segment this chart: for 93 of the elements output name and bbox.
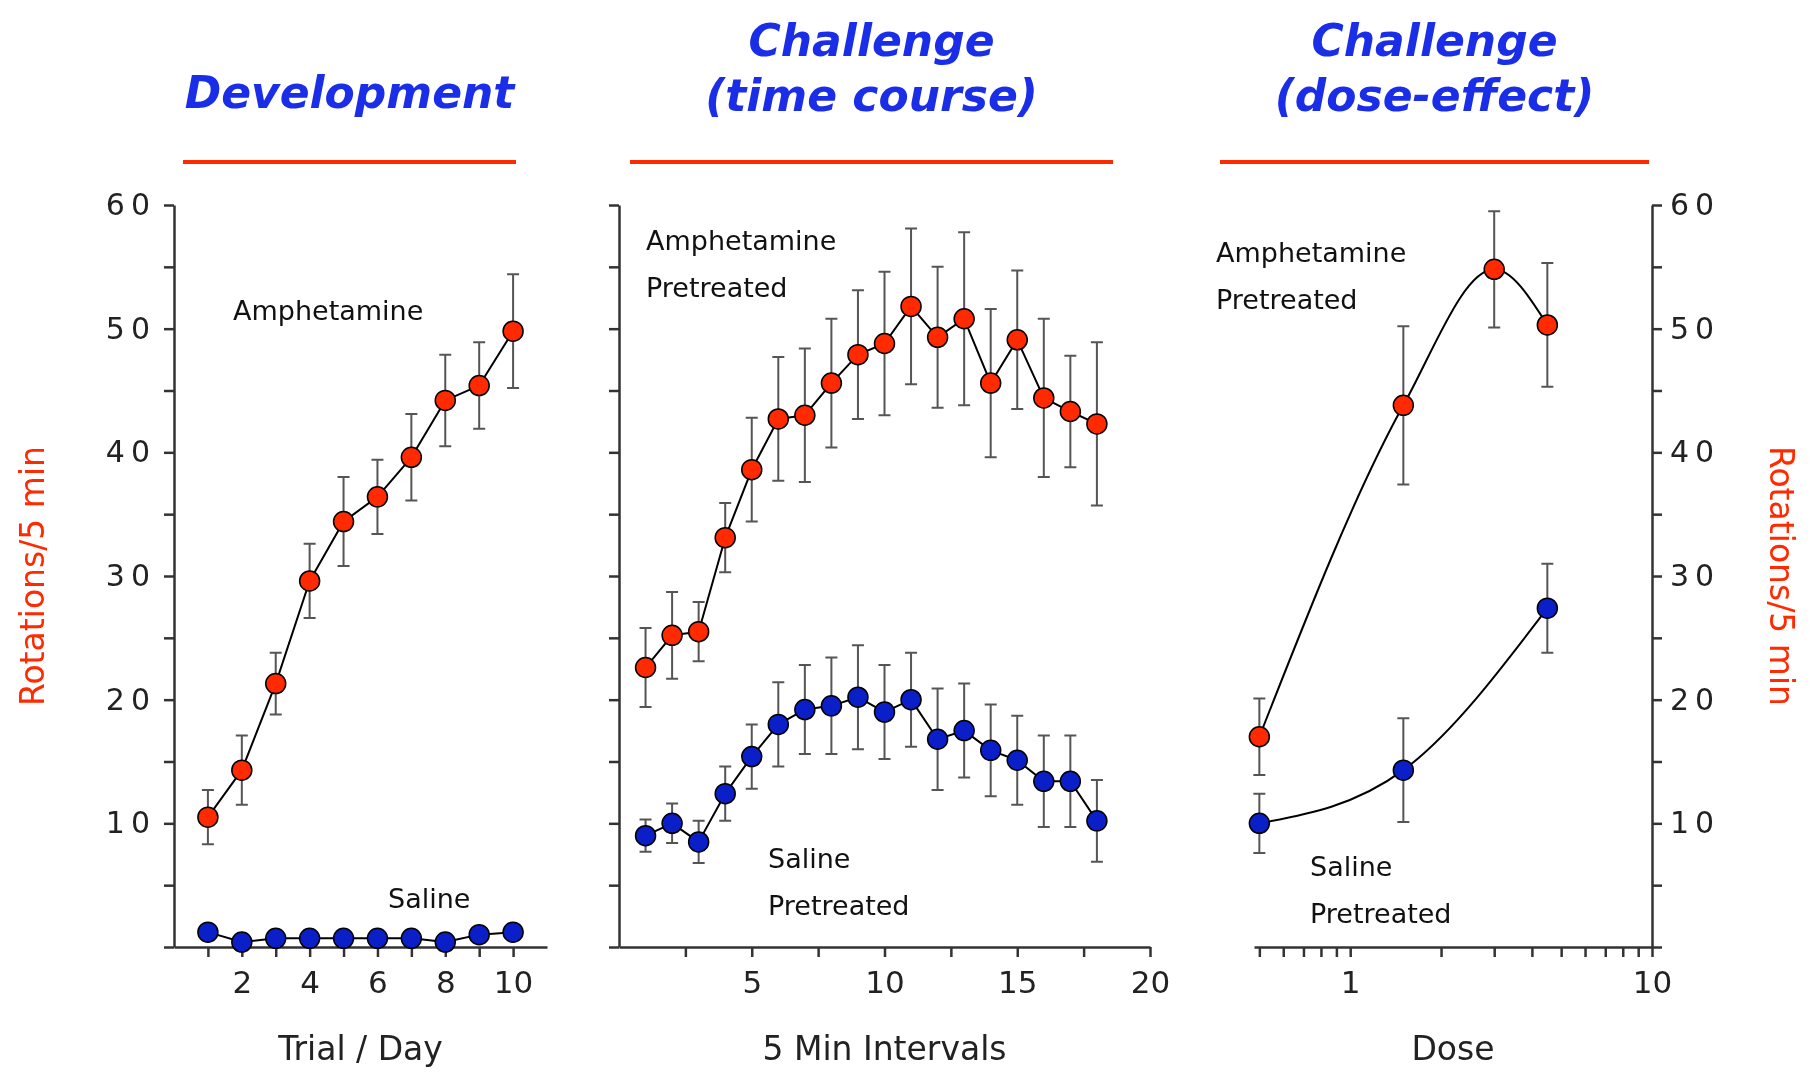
point bbox=[1059, 400, 1082, 423]
point bbox=[502, 320, 524, 342]
x-axis-title: Trial / Day bbox=[277, 1029, 443, 1068]
point bbox=[714, 526, 736, 549]
point bbox=[264, 672, 287, 695]
point bbox=[1059, 770, 1082, 793]
x-axis-title: 5 Min Intervals bbox=[762, 1029, 1007, 1068]
point bbox=[400, 446, 423, 469]
point bbox=[847, 686, 869, 708]
y-tick-label: 60 bbox=[105, 187, 156, 223]
point bbox=[468, 374, 490, 397]
x-tick-label: 10 bbox=[493, 964, 534, 1001]
text: Amphetamine bbox=[233, 295, 424, 326]
point bbox=[434, 389, 457, 412]
point bbox=[900, 688, 922, 711]
point bbox=[298, 570, 321, 592]
point bbox=[873, 332, 896, 355]
point bbox=[767, 408, 790, 430]
point bbox=[231, 931, 253, 953]
point bbox=[634, 824, 657, 847]
point bbox=[502, 921, 524, 943]
point bbox=[332, 927, 355, 950]
point bbox=[687, 831, 710, 853]
y-tick-label: 20 bbox=[105, 681, 156, 717]
y2-tick-label: 50 bbox=[1670, 310, 1721, 346]
point bbox=[434, 931, 457, 953]
x-tick-label: 15 bbox=[998, 964, 1038, 1001]
point bbox=[197, 806, 219, 828]
point bbox=[1086, 413, 1108, 435]
y-tick-label: 10 bbox=[105, 805, 156, 841]
point bbox=[332, 510, 355, 533]
point bbox=[1006, 329, 1028, 351]
y-tick-label: 40 bbox=[105, 434, 156, 470]
y2-tick-label: 20 bbox=[1670, 681, 1721, 717]
chart-title: Challenge (dose-effect) bbox=[1274, 15, 1595, 121]
point bbox=[1033, 770, 1055, 793]
y2-tick-label: 60 bbox=[1670, 187, 1721, 223]
chart-title: Challenge (time course) bbox=[705, 15, 1038, 121]
x-tick-label: 20 bbox=[1130, 964, 1171, 1001]
series-label: Saline bbox=[388, 883, 471, 914]
point bbox=[820, 372, 843, 394]
chart-title: Development bbox=[184, 67, 517, 118]
y2-tick-label: 40 bbox=[1670, 434, 1721, 470]
x-tick-label: 4 bbox=[300, 964, 320, 1001]
point bbox=[298, 927, 321, 950]
point bbox=[264, 927, 287, 950]
x-tick-label: 6 bbox=[368, 964, 388, 1001]
x-tick-label: 2 bbox=[232, 964, 253, 1001]
series-label: Amphetamine Pretreated bbox=[1216, 237, 1407, 315]
y-tick-label: 50 bbox=[105, 310, 156, 346]
point bbox=[741, 458, 763, 481]
point bbox=[741, 745, 763, 768]
x-tick-label: 5 bbox=[742, 964, 763, 1001]
point bbox=[197, 921, 219, 943]
x-tick-label: 10 bbox=[1632, 964, 1673, 1001]
y-tick-label: 30 bbox=[105, 558, 156, 594]
y2-tick-label: 10 bbox=[1670, 805, 1721, 841]
y2-tick-label: 30 bbox=[1670, 558, 1721, 594]
point bbox=[366, 486, 389, 508]
point bbox=[1006, 749, 1028, 772]
point bbox=[661, 624, 683, 647]
x-tick-label: 1 bbox=[1340, 964, 1361, 1001]
point bbox=[926, 326, 949, 349]
text: Saline Pretreated bbox=[768, 843, 910, 921]
point bbox=[794, 404, 816, 426]
point bbox=[714, 782, 736, 805]
point bbox=[634, 656, 657, 679]
point bbox=[979, 372, 1002, 394]
point bbox=[847, 343, 869, 366]
point bbox=[820, 695, 843, 717]
point bbox=[979, 739, 1002, 762]
series-label: Saline Pretreated bbox=[1310, 851, 1452, 929]
x-tick-label: 8 bbox=[435, 964, 456, 1001]
point bbox=[873, 701, 896, 723]
point bbox=[400, 927, 423, 950]
x-axis-title: Dose bbox=[1411, 1029, 1495, 1068]
point bbox=[366, 927, 389, 950]
point bbox=[926, 728, 949, 750]
point bbox=[468, 923, 490, 946]
point bbox=[687, 620, 710, 643]
point bbox=[900, 295, 922, 318]
series-label: Amphetamine Pretreated bbox=[646, 225, 837, 303]
point bbox=[661, 812, 683, 835]
y-axis-title: Rotations/5 min bbox=[13, 445, 52, 707]
point bbox=[794, 698, 816, 721]
x-tick-label: 10 bbox=[865, 964, 905, 1001]
point bbox=[953, 719, 975, 742]
y2-axis-title: Rotations/5 min bbox=[1762, 445, 1801, 707]
point bbox=[1033, 387, 1055, 409]
point bbox=[231, 759, 253, 781]
point bbox=[767, 713, 790, 736]
point bbox=[1086, 810, 1108, 832]
point bbox=[953, 308, 975, 330]
